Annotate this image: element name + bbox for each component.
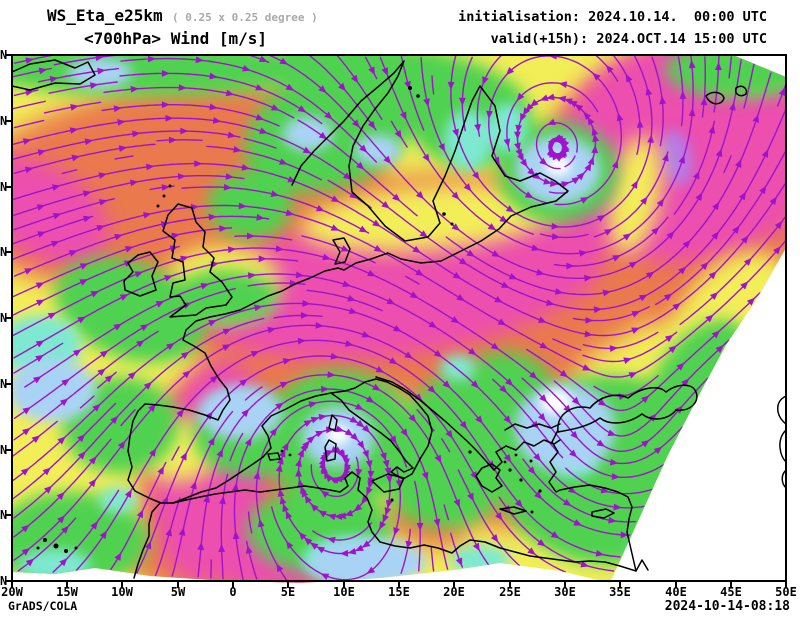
x-axis-tick-label: 40E (665, 585, 687, 599)
grads-credit: GrADS/COLA (8, 599, 78, 613)
x-axis-tick-label: 30E (554, 585, 576, 599)
init-time: initialisation: 2024.10.14. 00:00 UTC (458, 9, 767, 25)
y-axis-tick-label: N (0, 508, 8, 522)
x-axis-tick-label: 35E (609, 585, 631, 599)
creation-timestamp: 2024-10-14-08:18 (664, 599, 790, 614)
x-axis-tick-label: 45E (720, 585, 742, 599)
x-axis-tick-label: 5W (170, 585, 186, 599)
x-axis-tick-label: 20E (443, 585, 465, 599)
run-info: initialisation: 2024.10.14. 00:00 UTC va… (458, 6, 767, 50)
y-axis-tick-label: N (0, 443, 8, 457)
x-axis-tick-label: 15W (56, 585, 78, 599)
axis-ticks (5, 54, 787, 588)
streamlines (12, 55, 786, 582)
x-axis-tick-label: 10E (333, 585, 355, 599)
model-title: WS_Eta_e25km (47, 6, 163, 25)
x-axis-tick-label: 20W (1, 585, 23, 599)
y-axis-tick-label: N (0, 180, 8, 194)
field-title: <700hPa> Wind [m/s] (84, 29, 268, 48)
field-layer-violet (659, 130, 693, 186)
field-layer-calm-core (326, 156, 572, 445)
valid-time: valid(+15h): 2024.OCT.14 15:00 UTC (490, 31, 767, 47)
x-axis-tick-label: 25E (499, 585, 521, 599)
y-axis-tick-label: N (0, 48, 8, 62)
y-axis-tick-label: N (0, 377, 8, 391)
grid-resolution-note: ( 0.25 x 0.25 degree ) (172, 11, 318, 24)
small-islands (36, 86, 542, 553)
x-axis-tick-label: 0 (229, 585, 237, 599)
y-axis-tick-label: N (0, 311, 8, 325)
y-axis-tick-label: N (0, 245, 8, 259)
coastlines (11, 59, 787, 579)
x-axis-tick-label: 50E (775, 585, 797, 599)
y-axis-tick-label: N (0, 114, 8, 128)
streamline-arrows (20, 55, 786, 580)
x-axis-tick-label: 5E (280, 585, 296, 599)
x-axis-tick-label: 10W (111, 585, 133, 599)
x-axis-tick-label: 15E (388, 585, 410, 599)
y-axis-tick-label: N (0, 574, 8, 588)
